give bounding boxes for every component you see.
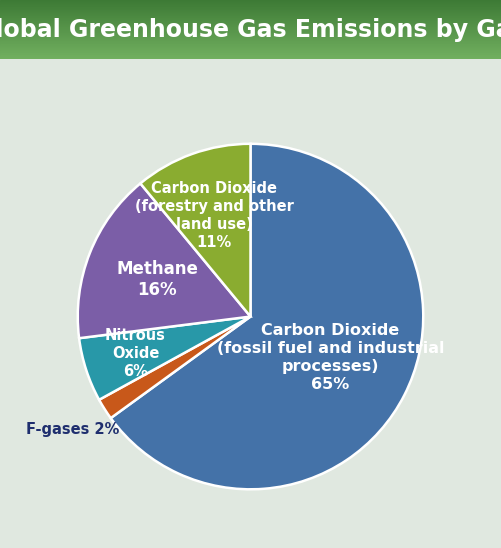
Bar	[0, 30, 501, 31]
Bar	[0, 20, 501, 21]
Bar	[0, 21, 501, 22]
Wedge shape	[111, 144, 423, 489]
Bar	[0, 19, 501, 20]
Bar	[0, 11, 501, 12]
Bar	[0, 24, 501, 25]
Bar	[0, 29, 501, 30]
Bar	[0, 8, 501, 9]
Bar	[0, 38, 501, 39]
Wedge shape	[79, 317, 250, 400]
Bar	[0, 39, 501, 40]
Text: Carbon Dioxide
(fossil fuel and industrial
processes)
65%: Carbon Dioxide (fossil fuel and industri…	[217, 323, 444, 392]
Bar	[0, 51, 501, 52]
Text: F-gases 2%: F-gases 2%	[26, 422, 119, 437]
Bar	[0, 26, 501, 27]
Bar	[0, 5, 501, 6]
Bar	[0, 16, 501, 17]
Bar	[0, 18, 501, 19]
Bar	[0, 3, 501, 4]
Bar	[0, 57, 501, 58]
Bar	[0, 12, 501, 13]
Bar	[0, 28, 501, 29]
Bar	[0, 1, 501, 2]
Bar	[0, 27, 501, 28]
Bar	[0, 55, 501, 56]
Bar	[0, 4, 501, 5]
Bar	[0, 41, 501, 42]
Bar	[0, 34, 501, 35]
Bar	[0, 15, 501, 16]
Text: Nitrous
Oxide
6%: Nitrous Oxide 6%	[105, 328, 166, 379]
Bar	[0, 52, 501, 53]
Bar	[0, 35, 501, 36]
Bar	[0, 58, 501, 59]
Bar	[0, 37, 501, 38]
Bar	[0, 9, 501, 10]
Bar	[0, 22, 501, 23]
Bar	[0, 7, 501, 8]
Bar	[0, 45, 501, 46]
Bar	[0, 43, 501, 44]
Bar	[0, 0, 501, 1]
Text: Carbon Dioxide
(forestry and other
land use)
11%: Carbon Dioxide (forestry and other land …	[135, 181, 294, 250]
Bar	[0, 50, 501, 51]
Bar	[0, 46, 501, 47]
Bar	[0, 42, 501, 43]
Bar	[0, 31, 501, 32]
Wedge shape	[140, 144, 250, 317]
Bar	[0, 40, 501, 41]
Bar	[0, 13, 501, 14]
Text: Methane
16%: Methane 16%	[116, 260, 198, 299]
Bar	[0, 48, 501, 49]
Bar	[0, 10, 501, 11]
Bar	[0, 23, 501, 24]
Bar	[0, 44, 501, 45]
Bar	[0, 36, 501, 37]
Bar	[0, 32, 501, 33]
Bar	[0, 25, 501, 26]
Bar	[0, 6, 501, 7]
Bar	[0, 47, 501, 48]
Bar	[0, 14, 501, 15]
Bar	[0, 56, 501, 57]
Wedge shape	[78, 184, 250, 338]
Bar	[0, 17, 501, 18]
Wedge shape	[99, 317, 250, 418]
Text: Global Greenhouse Gas Emissions by Gas: Global Greenhouse Gas Emissions by Gas	[0, 18, 501, 42]
Bar	[0, 53, 501, 54]
Bar	[0, 33, 501, 34]
Bar	[0, 49, 501, 50]
Bar	[0, 54, 501, 55]
Bar	[0, 2, 501, 3]
